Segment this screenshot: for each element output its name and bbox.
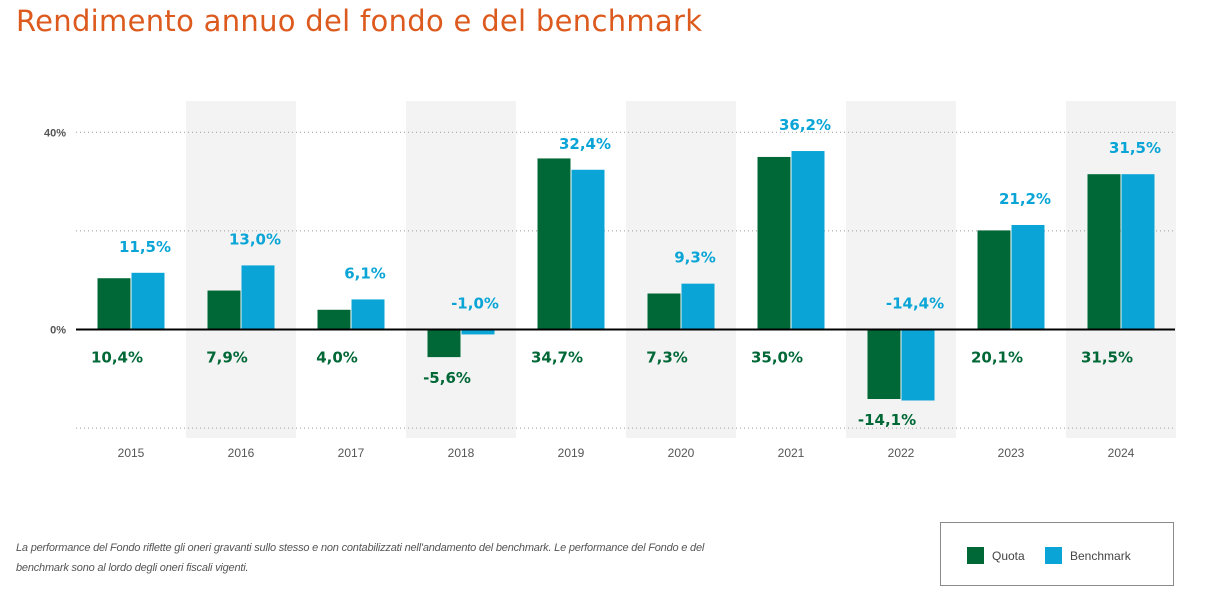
legend-swatch-quota bbox=[967, 547, 984, 564]
bar-benchmark-2022 bbox=[901, 329, 935, 401]
x-tick-label: 2018 bbox=[448, 446, 475, 460]
bar-benchmark-2024 bbox=[1121, 174, 1155, 330]
x-tick-label: 2019 bbox=[558, 446, 585, 460]
bar-benchmark-2023 bbox=[1011, 224, 1045, 330]
data-label-benchmark: 6,1% bbox=[344, 264, 386, 282]
data-label-benchmark: 11,5% bbox=[119, 238, 171, 256]
data-label-benchmark: 21,2% bbox=[999, 190, 1051, 208]
data-label-quota: 4,0% bbox=[316, 349, 358, 367]
data-label-benchmark: -1,0% bbox=[451, 295, 499, 313]
bar-quota-2020 bbox=[647, 293, 681, 330]
data-label-benchmark: 9,3% bbox=[674, 249, 716, 267]
bar-quota-2015 bbox=[97, 278, 131, 330]
bar-benchmark-2017 bbox=[351, 299, 385, 330]
bar-quota-2017 bbox=[317, 309, 351, 330]
data-label-quota: 31,5% bbox=[1081, 349, 1133, 367]
footnote: La performance del Fondo riflette gli on… bbox=[16, 542, 705, 574]
bar-quota-2021 bbox=[757, 156, 791, 330]
chart-title: Rendimento annuo del fondo e del benchma… bbox=[16, 4, 703, 38]
x-tick-label: 2017 bbox=[338, 446, 365, 460]
data-label-quota: 20,1% bbox=[971, 349, 1023, 367]
x-tick-label: 2021 bbox=[778, 446, 805, 460]
bar-quota-2023 bbox=[977, 230, 1011, 330]
x-tick-label: 2022 bbox=[888, 446, 915, 460]
x-tick-label: 2016 bbox=[228, 446, 255, 460]
legend-label-quota: Quota bbox=[992, 548, 1025, 563]
x-tick-label: 2024 bbox=[1108, 446, 1135, 460]
bar-benchmark-2016 bbox=[241, 265, 275, 330]
x-tick-label: 2023 bbox=[998, 446, 1025, 460]
y-tick-label: 0% bbox=[50, 325, 66, 337]
y-tick-label: 40% bbox=[44, 127, 66, 139]
data-label-quota: 7,9% bbox=[206, 349, 248, 367]
bar-chart: 10,4% 11,5% 7,9% 13,0% 4,0% 6,1% -5,6% -1,0% 34,… bbox=[44, 101, 1176, 460]
bar-benchmark-2015 bbox=[131, 272, 165, 330]
data-label-benchmark: 32,4% bbox=[559, 135, 611, 153]
bar-benchmark-2021 bbox=[791, 151, 825, 330]
legend-item-quota: Quota bbox=[967, 547, 1025, 564]
band-2016 bbox=[186, 101, 296, 438]
data-label-benchmark: 13,0% bbox=[229, 230, 281, 248]
band-2024 bbox=[1066, 101, 1176, 438]
data-label-quota: -5,6% bbox=[423, 369, 471, 387]
data-label-benchmark: 36,2% bbox=[779, 116, 831, 134]
band-2020 bbox=[626, 101, 736, 438]
data-label-quota: 7,3% bbox=[646, 349, 688, 367]
band-2018 bbox=[406, 101, 516, 438]
legend-label-benchmark: Benchmark bbox=[1070, 548, 1131, 563]
data-label-benchmark: -14,4% bbox=[886, 295, 944, 313]
data-label-benchmark: 31,5% bbox=[1109, 139, 1161, 157]
legend: Quota Benchmark bbox=[940, 522, 1174, 586]
bar-quota-2018 bbox=[427, 329, 461, 358]
legend-swatch-benchmark bbox=[1045, 547, 1062, 564]
bar-quota-2019 bbox=[537, 158, 571, 330]
x-tick-label: 2020 bbox=[668, 446, 695, 460]
bar-quota-2024 bbox=[1087, 174, 1121, 330]
band-2022 bbox=[846, 101, 956, 438]
bar-benchmark-2018 bbox=[461, 329, 495, 335]
data-label-quota: 35,0% bbox=[751, 349, 803, 367]
bar-quota-2016 bbox=[207, 290, 241, 330]
data-label-quota: -14,1% bbox=[858, 411, 916, 429]
bar-benchmark-2020 bbox=[681, 283, 715, 330]
data-label-quota: 34,7% bbox=[531, 349, 583, 367]
legend-item-benchmark: Benchmark bbox=[1045, 547, 1131, 564]
bar-quota-2022 bbox=[867, 329, 901, 400]
x-tick-label: 2015 bbox=[118, 446, 145, 460]
bar-benchmark-2019 bbox=[571, 169, 605, 330]
data-label-quota: 10,4% bbox=[91, 349, 143, 367]
